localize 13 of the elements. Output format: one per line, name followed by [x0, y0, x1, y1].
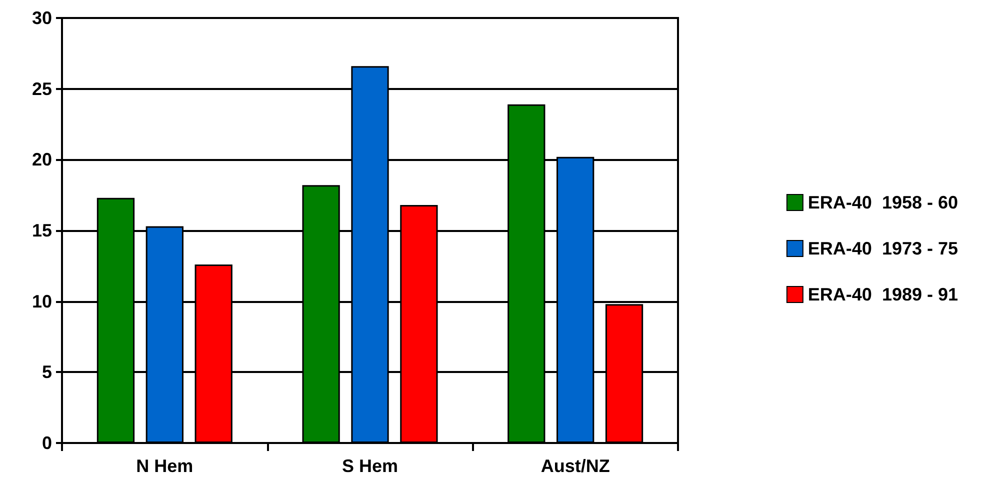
y-tick-label: 0	[42, 433, 52, 453]
y-tick-label: 15	[32, 220, 52, 240]
x-tick-label: Aust/NZ	[540, 456, 610, 476]
legend-label: ERA-40 1989 - 91	[808, 284, 958, 304]
y-tick-label: 20	[32, 150, 52, 170]
y-tick-label: 5	[42, 362, 52, 382]
y-tick-label: 10	[32, 291, 52, 312]
y-tick-label: 25	[32, 78, 52, 99]
legend-label: ERA-40 1958 - 60	[808, 192, 958, 212]
x-tick-label: S Hem	[342, 456, 398, 476]
legend-label: ERA-40 1973 - 75	[808, 238, 958, 258]
x-tick-label: N Hem	[136, 456, 194, 476]
y-tick-label: 30	[32, 8, 52, 28]
